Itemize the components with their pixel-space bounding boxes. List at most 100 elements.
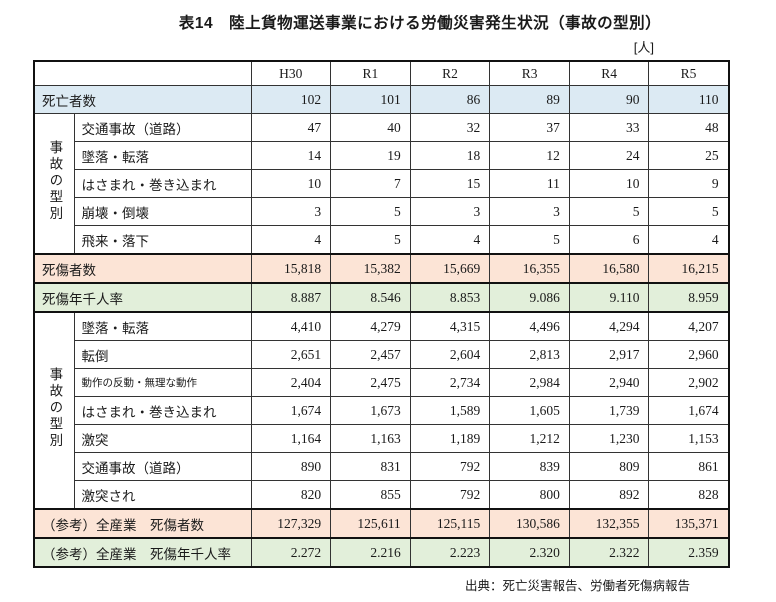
table-row: 激突され 820 855 792 800 892 828 — [34, 480, 730, 510]
value-cell: 15 — [409, 169, 491, 198]
value-cell: 47 — [250, 113, 332, 142]
value-cell: 4,315 — [409, 311, 491, 341]
year-header: H30 — [250, 60, 332, 86]
value-cell: 40 — [330, 113, 411, 142]
value-cell: 2,604 — [409, 340, 491, 369]
value-cell: 48 — [648, 113, 730, 142]
table-row: 事故の型別 交通事故（道路） 47 40 32 37 33 48 — [33, 113, 730, 255]
value-cell: 2,457 — [330, 340, 411, 369]
year-header: R2 — [409, 60, 491, 86]
value-cell: 792 — [409, 452, 491, 481]
value-cell: 8.853 — [409, 282, 491, 313]
value-cell: 2,902 — [648, 368, 730, 397]
year-header: R3 — [489, 60, 570, 86]
value-cell: 125,611 — [330, 508, 411, 539]
value-cell: 4,279 — [330, 311, 411, 341]
year-header: R1 — [330, 60, 411, 86]
value-cell: 5 — [330, 197, 411, 226]
value-cell: 2,651 — [250, 340, 332, 369]
value-cell: 101 — [330, 85, 411, 114]
value-cell: 130,586 — [489, 508, 570, 539]
value-cell: 12 — [489, 141, 570, 170]
value-cell: 4,496 — [489, 311, 570, 341]
table-row: 墜落・転落 14 19 18 12 24 25 — [34, 141, 730, 170]
value-cell: 4 — [250, 225, 332, 255]
table-row: 激突 1,164 1,163 1,189 1,212 1,230 1,153 — [34, 424, 730, 453]
value-cell: 11 — [489, 169, 570, 198]
value-cell: 4 — [409, 225, 491, 255]
value-cell: 5 — [648, 197, 730, 226]
table-row: 交通事故（道路） 890 831 792 839 809 861 — [34, 452, 730, 481]
row-label: 交通事故（道路） — [73, 113, 252, 142]
value-cell: 1,153 — [648, 424, 730, 453]
value-cell: 19 — [330, 141, 411, 170]
value-cell: 1,674 — [250, 396, 332, 425]
table-row: 死亡者数 102 101 86 89 90 110 — [33, 85, 730, 114]
value-cell: 6 — [568, 225, 650, 255]
value-cell: 4,294 — [568, 311, 650, 341]
value-cell: 3 — [489, 197, 570, 226]
value-cell: 8.887 — [250, 282, 332, 313]
row-label: はさまれ・巻き込まれ — [73, 396, 252, 425]
value-cell: 15,382 — [330, 253, 411, 284]
unit-label: [人] — [633, 40, 654, 55]
value-cell: 5 — [489, 225, 570, 255]
row-label: 激突され — [73, 480, 252, 510]
value-cell: 1,230 — [568, 424, 650, 453]
value-cell: 820 — [250, 480, 332, 510]
row-label: 崩壊・倒壊 — [73, 197, 252, 226]
value-cell: 2,404 — [250, 368, 332, 397]
year-header: R5 — [648, 60, 730, 86]
value-cell: 2,475 — [330, 368, 411, 397]
value-cell: 792 — [409, 480, 491, 510]
value-cell: 2.359 — [648, 537, 730, 568]
value-cell: 2,960 — [648, 340, 730, 369]
value-cell: 892 — [568, 480, 650, 510]
value-cell: 4 — [648, 225, 730, 255]
value-cell: 10 — [250, 169, 332, 198]
value-cell: 2.216 — [330, 537, 411, 568]
value-cell: 2.322 — [568, 537, 650, 568]
row-label: 激突 — [73, 424, 252, 453]
value-cell: 33 — [568, 113, 650, 142]
value-cell: 15,669 — [409, 253, 491, 284]
value-cell: 3 — [250, 197, 332, 226]
row-label: 死傷者数 — [33, 253, 252, 284]
value-cell: 4,410 — [250, 311, 332, 341]
value-cell: 90 — [568, 85, 650, 114]
value-cell: 2,917 — [568, 340, 650, 369]
value-cell: 5 — [330, 225, 411, 255]
value-cell: 8.546 — [330, 282, 411, 313]
row-label: 飛来・落下 — [73, 225, 252, 255]
table-row: はさまれ・巻き込まれ 1,674 1,673 1,589 1,605 1,739 1,674 — [34, 396, 730, 425]
value-cell: 14 — [250, 141, 332, 170]
value-cell: 1,164 — [250, 424, 332, 453]
table-row: 動作の反動・無理な動作 2,404 2,475 2,734 2,984 2,940 2,90… — [34, 368, 730, 397]
value-cell: 132,355 — [568, 508, 650, 539]
value-cell: 9 — [648, 169, 730, 198]
value-cell: 2,813 — [489, 340, 570, 369]
value-cell: 16,355 — [489, 253, 570, 284]
value-cell: 110 — [648, 85, 730, 114]
value-cell: 2.320 — [489, 537, 570, 568]
table-row: 崩壊・倒壊 3 5 3 3 5 5 — [34, 197, 730, 226]
value-cell: 1,212 — [489, 424, 570, 453]
table-title: 表14 陸上貨物運送事業における労働災害発生状況（事故の型別） — [178, 15, 662, 32]
header-row: H30 R1 R2 R3 R4 R5 — [33, 60, 730, 86]
table-row: 転倒 2,651 2,457 2,604 2,813 2,917 2,960 — [34, 340, 730, 369]
value-cell: 2.223 — [409, 537, 491, 568]
row-label: 墜落・転落 — [73, 311, 252, 341]
year-header: R4 — [568, 60, 650, 86]
value-cell: 828 — [648, 480, 730, 510]
accident-type-group-text: 事故の型別 — [47, 140, 63, 223]
value-cell: 4,207 — [648, 311, 730, 341]
source-note: 出典：死亡災害報告、労働者死傷病報告 — [464, 579, 690, 593]
value-cell: 7 — [330, 169, 411, 198]
corner-cell — [33, 60, 252, 86]
row-label: 死傷年千人率 — [33, 282, 252, 313]
value-cell: 16,215 — [648, 253, 730, 284]
value-cell: 890 — [250, 452, 332, 481]
row-label: はさまれ・巻き込まれ — [73, 169, 252, 198]
value-cell: 9.110 — [568, 282, 650, 313]
